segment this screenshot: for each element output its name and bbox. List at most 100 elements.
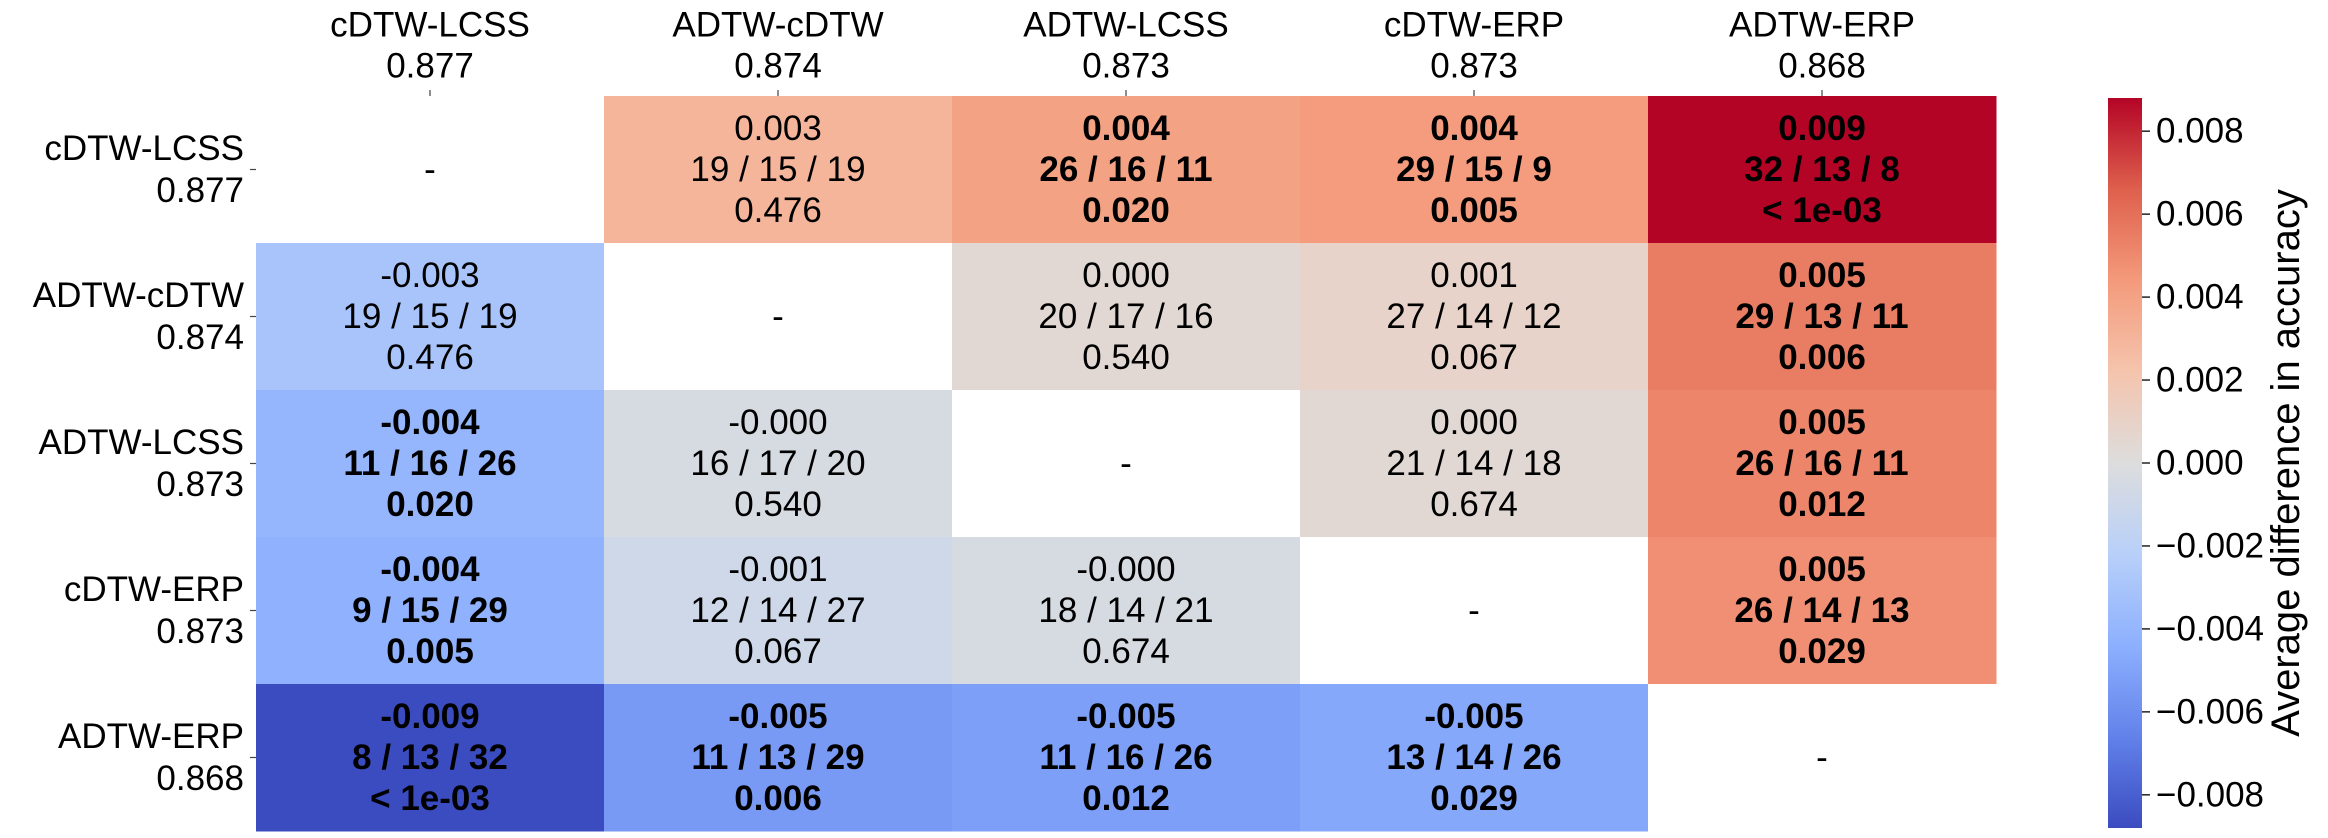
cell-text: 11 / 16 / 26: [343, 444, 516, 483]
cell-text: 11 / 16 / 26: [1039, 738, 1212, 777]
colorbar-tick-label: −0.008: [2156, 775, 2264, 814]
cell-background: [256, 684, 605, 832]
colorbar-tick-6: 0.004: [2142, 278, 2244, 317]
colorbar-label: Average difference in accuracy: [2264, 189, 2308, 737]
cell-text: 12 / 14 / 27: [690, 591, 865, 630]
cell-text: 0.029: [1778, 632, 1866, 671]
colorbar-tick-label: 0.006: [2156, 195, 2244, 234]
column-labels: cDTW-LCSS0.877ADTW-cDTW0.874ADTW-LCSS0.8…: [330, 6, 1915, 96]
cell-text: 11 / 13 / 29: [691, 738, 864, 777]
row-label-score: 0.877: [156, 171, 244, 210]
colorbar-gradient: [2108, 98, 2142, 828]
cell-background: [256, 243, 605, 391]
colorbar-tick-4: 0.000: [2142, 444, 2244, 483]
cell-text: 0.009: [1778, 109, 1866, 148]
cell-r1-c1: -: [604, 243, 953, 391]
row-label-score: 0.873: [156, 465, 244, 504]
cell-text: 26 / 14 / 13: [1734, 591, 1909, 630]
cell-text: -0.004: [380, 550, 480, 589]
cell-r2-c2: -: [952, 390, 1301, 538]
colorbar-tick-label: 0.008: [2156, 112, 2244, 151]
row-label-name: ADTW-ERP: [58, 717, 244, 756]
cell-background: [1648, 537, 1997, 685]
cell-text: 26 / 16 / 11: [1039, 150, 1212, 189]
cell-background: [256, 537, 605, 685]
cell-background: [1648, 390, 1997, 538]
cell-text: 0.001: [1430, 256, 1518, 295]
cell-text: < 1e-03: [370, 779, 490, 818]
cell-text: 0.005: [386, 632, 474, 671]
cell-text: 27 / 14 / 12: [1386, 297, 1561, 336]
cell-background: [952, 390, 1301, 538]
cell-background: [1300, 243, 1649, 391]
cell-text: 0.004: [1082, 109, 1170, 148]
cell-background: [952, 684, 1301, 832]
cell-text: -: [1816, 738, 1828, 777]
cell-text: 18 / 14 / 21: [1038, 591, 1213, 630]
cell-background: [604, 390, 953, 538]
cell-text: 8 / 13 / 32: [352, 738, 508, 777]
colorbar-tick-label: 0.004: [2156, 278, 2244, 317]
cell-text: 0.003: [734, 109, 822, 148]
row-label-name: cDTW-LCSS: [44, 129, 244, 168]
cell-text: -0.005: [728, 697, 827, 736]
row-labels: cDTW-LCSS0.877ADTW-cDTW0.874ADTW-LCSS0.8…: [33, 129, 256, 798]
cell-text: -: [424, 150, 436, 189]
colorbar-tick-label: 0.002: [2156, 361, 2244, 400]
cell-text: 0.005: [1778, 403, 1866, 442]
cell-background: [1300, 537, 1649, 685]
cell-text: 0.000: [1430, 403, 1518, 442]
colorbar-tick-label: −0.002: [2156, 526, 2264, 565]
cell-r3-c3: -: [1300, 537, 1649, 685]
cell-background: [1300, 96, 1649, 244]
column-label-score: 0.868: [1778, 47, 1866, 86]
cell-text: -0.009: [380, 697, 479, 736]
row-label-name: ADTW-cDTW: [33, 276, 244, 315]
cell-text: 0.029: [1430, 779, 1518, 818]
cell-text: -0.004: [380, 403, 480, 442]
cell-background: [1648, 243, 1997, 391]
cell-text: 26 / 16 / 11: [1735, 444, 1908, 483]
column-label-name: cDTW-ERP: [1384, 6, 1564, 45]
cell-background: [1300, 684, 1649, 832]
cell-text: -0.000: [728, 403, 827, 442]
cell-background: [952, 96, 1301, 244]
cell-text: -: [1120, 444, 1132, 483]
cell-text: < 1e-03: [1762, 191, 1882, 230]
colorbar-tick-label: 0.000: [2156, 444, 2244, 483]
colorbar-tick-1: −0.006: [2142, 692, 2264, 731]
colorbar-tick-3: −0.002: [2142, 526, 2264, 565]
colorbar-tick-label: −0.004: [2156, 609, 2264, 648]
cell-text: 19 / 15 / 19: [342, 297, 517, 336]
colorbar-tick-0: −0.008: [2142, 775, 2264, 814]
cell-background: [1648, 684, 1997, 832]
cell-r0-c0: -: [256, 96, 605, 244]
cell-text: 0.674: [1430, 485, 1518, 524]
colorbar: −0.008 −0.006 −0.004 −0.002 0.000 0.002 0.004 0…: [2108, 98, 2308, 828]
column-label-name: ADTW-ERP: [1729, 6, 1915, 45]
cell-background: [952, 243, 1301, 391]
